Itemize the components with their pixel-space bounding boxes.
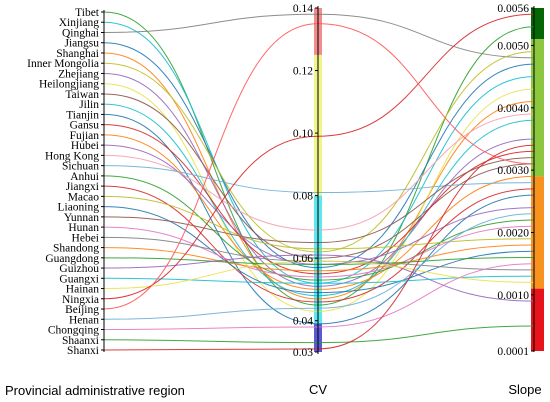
- cv-tick-label-4: 0.06: [293, 253, 313, 265]
- region-label-hebei: Hebei: [72, 232, 99, 244]
- region-label-tibet: Tibet: [75, 7, 100, 19]
- slope-tick-label-2: 0.0040: [497, 103, 529, 115]
- region-label-liaoning: Liaoning: [57, 202, 99, 214]
- tick-labels: TibetXinjiangQinghaiJiangsuShanghaiInner…: [27, 3, 534, 359]
- region-label-hong-kong: Hong Kong: [45, 150, 99, 162]
- region-label-macao: Macao: [68, 191, 100, 203]
- slope-axis-title: Slope: [508, 382, 541, 397]
- region-axis-title: Provincial administrative region: [5, 383, 185, 398]
- region-label-henan: Henan: [69, 314, 99, 326]
- region-label-sichuan: Sichuan: [62, 161, 99, 173]
- slope-tick-label-4: 0.0020: [497, 228, 529, 240]
- region-label-guizhou: Guizhou: [59, 263, 99, 275]
- series-line-shanxi: [103, 144, 535, 351]
- region-label-jiangsu: Jiangsu: [65, 38, 100, 50]
- region-label-jiangxi: Jiangxi: [66, 181, 99, 193]
- region-label-guangxi: Guangxi: [59, 273, 99, 285]
- cv-tick-label-3: 0.08: [293, 191, 313, 203]
- region-label-shanxi: Shanxi: [67, 345, 99, 357]
- region-label-shanghai: Shanghai: [56, 48, 99, 60]
- slope-tick-label-1: 0.0050: [497, 40, 529, 52]
- region-label-chongqing: Chongqing: [48, 325, 99, 337]
- region-label-yunnan: Yunnan: [64, 212, 99, 224]
- region-label-tianjin: Tianjin: [66, 109, 99, 121]
- slope-tick-label-3: 0.0030: [497, 165, 529, 177]
- cv-axis-title: CV: [309, 382, 327, 397]
- region-label-jilin: Jilin: [79, 99, 99, 111]
- region-label-hunan: Hunan: [68, 222, 99, 234]
- cv-tick-label-1: 0.12: [293, 66, 313, 78]
- region-label-fujian: Fujian: [70, 130, 100, 142]
- region-label-taiwan: Taiwan: [65, 89, 99, 101]
- region-label-qinghai: Qinghai: [62, 27, 99, 39]
- slope-band-0: [531, 8, 544, 40]
- slope-tick-label-0: 0.0056: [497, 3, 529, 15]
- region-label-hubei: Hubei: [71, 140, 99, 152]
- region-label-heilongjiang: Heilongjiang: [39, 79, 99, 91]
- region-label-xinjiang: Xinjiang: [59, 17, 99, 29]
- region-label-anhui: Anhui: [70, 171, 99, 183]
- region-label-shandong: Shandong: [53, 243, 99, 255]
- region-label-ningxia: Ningxia: [62, 294, 99, 306]
- region-label-guangdong: Guangdong: [45, 253, 99, 265]
- region-label-inner-mongolia: Inner Mongolia: [27, 58, 99, 70]
- region-label-beijing: Beijing: [65, 304, 99, 316]
- region-label-shaanxi: Shaanxi: [62, 335, 99, 347]
- series-line-beijing: [103, 23, 535, 310]
- cv-tick-label-6: 0.03: [293, 347, 313, 359]
- region-label-gansu: Gansu: [70, 120, 100, 132]
- region-label-hainan: Hainan: [66, 284, 99, 296]
- cv-tick-label-0: 0.14: [293, 3, 313, 15]
- slope-tick-label-6: 0.0001: [497, 346, 529, 358]
- slope-band-3: [531, 288, 544, 351]
- cv-tick-label-2: 0.10: [293, 128, 313, 140]
- slope-tick-label-5: 0.0010: [497, 290, 529, 302]
- region-label-zhejiang: Zhejiang: [58, 68, 99, 80]
- cv-tick-label-5: 0.04: [293, 316, 313, 328]
- axes: [103, 6, 535, 354]
